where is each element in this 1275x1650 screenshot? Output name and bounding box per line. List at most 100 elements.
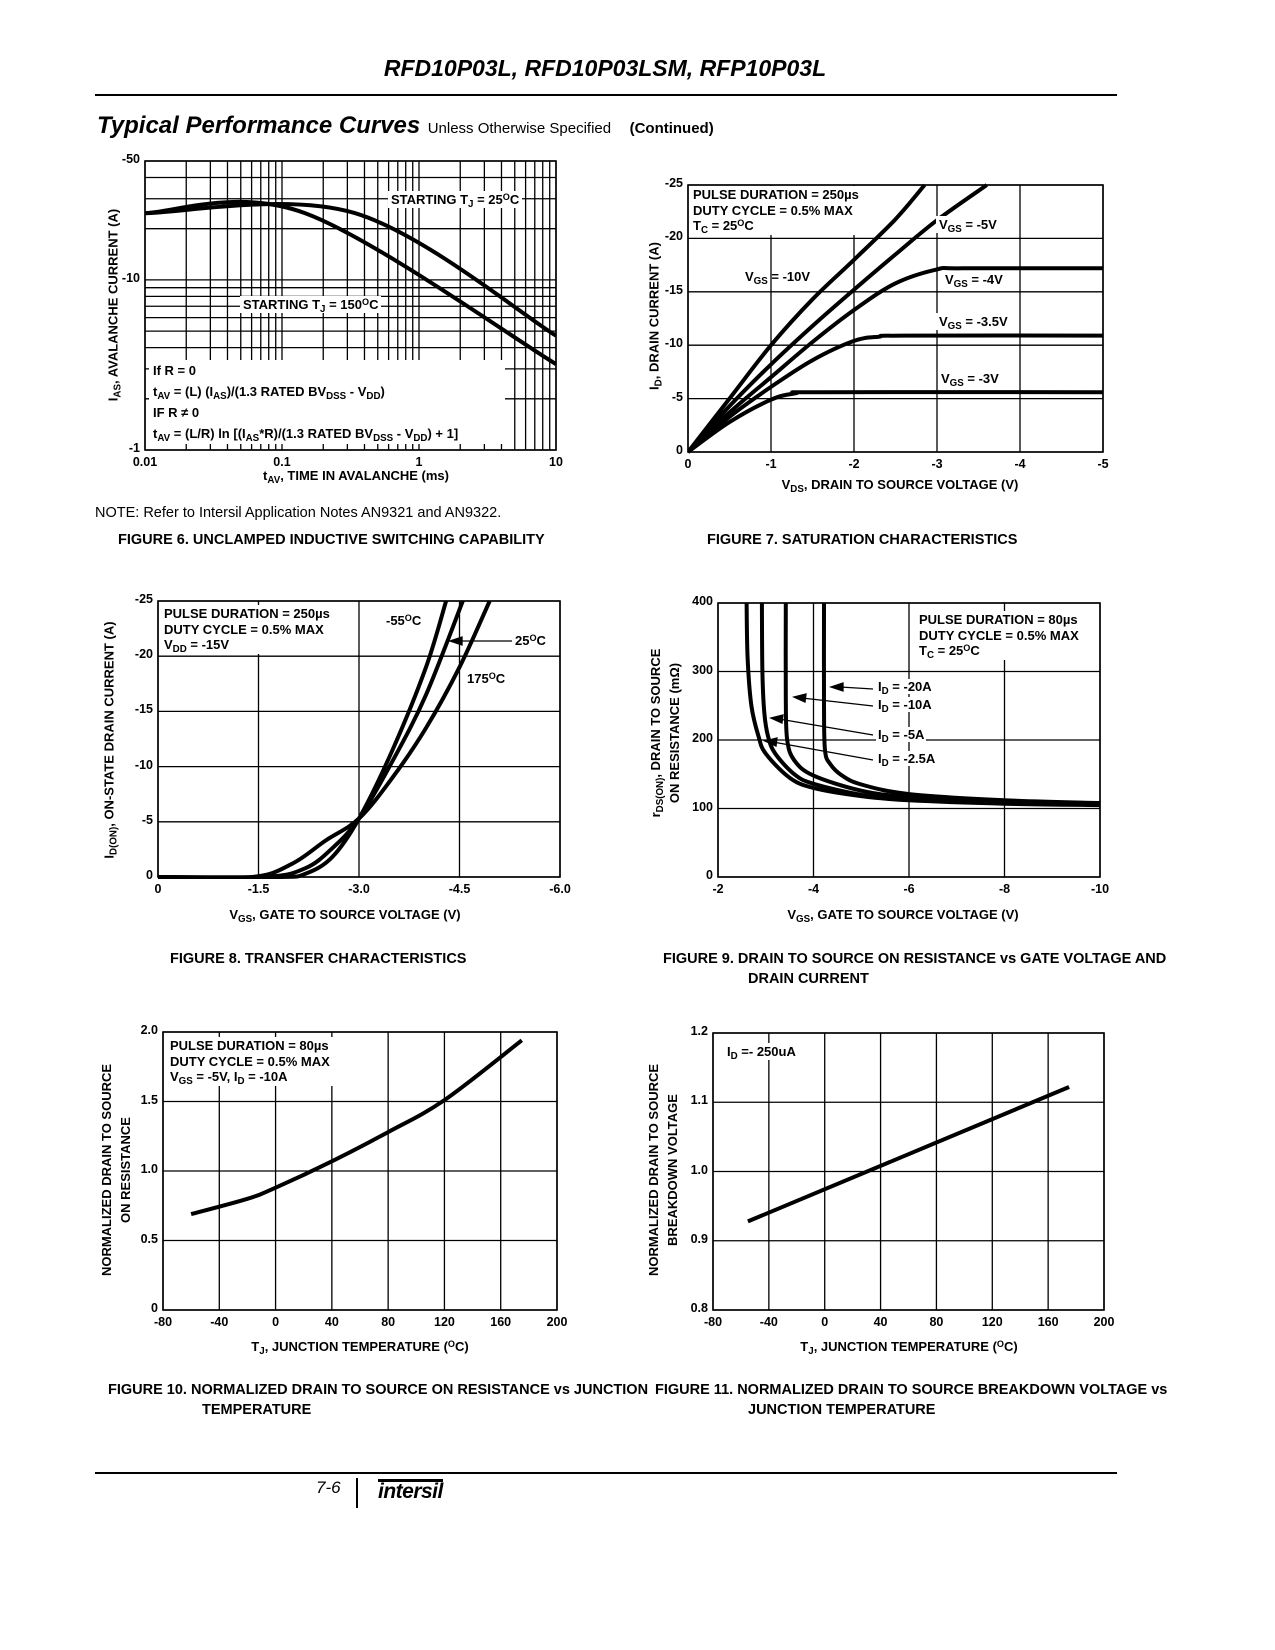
fig9-y-axis-label: rDS(ON), DRAIN TO SOURCE ON RESISTANCE (… bbox=[646, 649, 684, 818]
fig10-condition: DUTY CYCLE = 0.5% MAX bbox=[170, 1053, 330, 1069]
fig11-y-axis-label-line: BREAKDOWN VOLTAGE bbox=[665, 1094, 680, 1246]
x-tick-label: -8 bbox=[998, 882, 1011, 896]
y-tick-label: -5 bbox=[671, 389, 683, 404]
x-tick-label: -4.5 bbox=[448, 882, 471, 896]
series-line-0 bbox=[747, 1085, 1070, 1224]
x-tick-label: 160 bbox=[490, 1315, 512, 1329]
x-tick-label: 0 bbox=[684, 457, 692, 471]
y-tick-label: 0.8 bbox=[690, 1301, 708, 1315]
series-line-3 bbox=[688, 333, 1103, 454]
x-tick-label: -2 bbox=[712, 882, 724, 896]
y-tick-label: -50 bbox=[121, 152, 140, 166]
fig8-y-axis-label: ID(ON), ON-STATE DRAIN CURRENT (A) bbox=[101, 621, 120, 859]
y-tick-label: -20 bbox=[134, 647, 153, 662]
fig7-label-vgs-4: VGS = -4V bbox=[942, 271, 1006, 289]
x-tick-label: -5 bbox=[1097, 457, 1109, 471]
y-tick-label: -10 bbox=[664, 336, 683, 351]
x-tick-label: -80 bbox=[153, 1315, 173, 1329]
x-tick-label: -40 bbox=[210, 1315, 229, 1329]
section-continued: (Continued) bbox=[629, 120, 714, 137]
fig10-caption: FIGURE 10. NORMALIZED DRAIN TO SOURCE ON… bbox=[108, 1382, 649, 1418]
arrowhead-icon bbox=[792, 693, 807, 703]
x-tick-label: -1 bbox=[765, 457, 777, 471]
x-tick-label: 0.01 bbox=[132, 455, 158, 469]
series-line-2 bbox=[158, 600, 492, 879]
fig9-label-id-2-5a: ID = -2.5A bbox=[876, 751, 938, 769]
fig6-formula-line: If R = 0 bbox=[153, 363, 196, 378]
x-tick-label: -4 bbox=[1014, 457, 1026, 471]
fig11-caption: FIGURE 11. NORMALIZED DRAIN TO SOURCE BR… bbox=[655, 1382, 1168, 1418]
y-tick-label: 1.0 bbox=[140, 1162, 158, 1176]
fig9-condition: TC = 25OC bbox=[919, 642, 980, 661]
fig11-y-axis-label: NORMALIZED DRAIN TO SOURCE BREAKDOWN VOL… bbox=[644, 1064, 682, 1276]
fig9-conditions-box: PULSE DURATION = 80µs DUTY CYCLE = 0.5% … bbox=[916, 611, 1082, 660]
fig7-y-axis-label: ID, DRAIN CURRENT (A) bbox=[646, 242, 665, 390]
fig6-formula-line: IF R ≠ 0 bbox=[153, 405, 200, 420]
fig11-y-axis-label-line: NORMALIZED DRAIN TO SOURCE bbox=[646, 1063, 661, 1277]
fig9-condition: PULSE DURATION = 80µs bbox=[919, 612, 1078, 627]
fig8-condition: DUTY CYCLE = 0.5% MAX bbox=[164, 621, 324, 637]
fig11-x-axis-label: TJ, JUNCTION TEMPERATURE (OC) bbox=[800, 1338, 1018, 1357]
fig7-condition: DUTY CYCLE = 0.5% MAX bbox=[693, 202, 853, 218]
fig9-condition: DUTY CYCLE = 0.5% MAX bbox=[919, 627, 1079, 643]
fig10-y-axis-label-line: ON RESISTANCE bbox=[118, 1117, 133, 1223]
y-tick-label: -10 bbox=[121, 270, 140, 285]
fig10-y-axis-label-line: NORMALIZED DRAIN TO SOURCE bbox=[99, 1063, 114, 1277]
fig10-condition: VGS = -5V, ID = -10A bbox=[170, 1069, 288, 1087]
y-tick-label: 400 bbox=[692, 594, 713, 608]
grid bbox=[712, 1032, 1105, 1311]
plot-frame bbox=[712, 1032, 1105, 1311]
plot-frame bbox=[717, 602, 1101, 878]
section-heading: Typical Performance Curves Unless Otherw… bbox=[97, 112, 714, 140]
series-line-1 bbox=[145, 199, 556, 366]
x-tick-label: -4 bbox=[807, 882, 820, 896]
figure-7-chart bbox=[687, 183, 1104, 454]
fig8-x-axis-label: VGS, GATE TO SOURCE VOLTAGE (V) bbox=[229, 907, 461, 925]
y-tick-label: 0 bbox=[146, 868, 153, 882]
figure-10-chart bbox=[162, 1031, 558, 1311]
y-tick-label: 0.9 bbox=[690, 1231, 708, 1246]
x-tick-label: -80 bbox=[703, 1315, 723, 1329]
x-tick-label: 120 bbox=[433, 1315, 455, 1329]
fig6-y-axis-label: IAS, AVALANCHE CURRENT (A) bbox=[105, 208, 124, 402]
y-tick-label: 100 bbox=[692, 799, 713, 814]
y-tick-label: 200 bbox=[692, 731, 713, 745]
series-line-3 bbox=[744, 602, 1100, 808]
x-tick-label: -1.5 bbox=[247, 882, 270, 896]
x-tick-label: 80 bbox=[381, 1315, 396, 1329]
y-tick-label: 1.5 bbox=[140, 1092, 158, 1107]
series-line-0 bbox=[145, 202, 556, 338]
section-title: Typical Performance Curves bbox=[97, 112, 421, 139]
y-tick-label: -15 bbox=[664, 282, 683, 297]
fig9-label-id-20a: ID = -20A bbox=[876, 679, 934, 697]
arrowhead-icon bbox=[828, 682, 844, 692]
fig7-label-vgs-3: VGS = -3V bbox=[938, 370, 1002, 388]
fig7-condition: TC = 25OC bbox=[693, 217, 754, 236]
x-tick-label: 120 bbox=[981, 1315, 1003, 1329]
y-tick-label: 0 bbox=[151, 1301, 158, 1315]
x-tick-label: 0.1 bbox=[273, 455, 291, 469]
y-tick-label: -10 bbox=[134, 757, 153, 772]
figure-8-chart bbox=[157, 600, 561, 879]
series-line-0 bbox=[190, 1038, 524, 1217]
arrow-id-10a bbox=[801, 697, 874, 707]
plot-frame bbox=[144, 160, 557, 451]
fig7-label-vgs-10: VGS = -10V bbox=[745, 269, 811, 287]
plot-frame bbox=[157, 600, 561, 878]
fig7-conditions-box: PULSE DURATION = 250µs DUTY CYCLE = 0.5%… bbox=[690, 186, 862, 235]
fig9-label-id-5a: ID = -5A bbox=[876, 727, 927, 745]
x-tick-label: -40 bbox=[759, 1315, 778, 1329]
fig11-condition: ID =- 250uA bbox=[724, 1043, 799, 1061]
y-tick-label: -15 bbox=[134, 702, 153, 717]
x-tick-label: -10 bbox=[1090, 882, 1110, 896]
y-tick-label: -25 bbox=[134, 592, 153, 606]
fig6-label-150c: STARTING TJ = 150OC bbox=[240, 296, 382, 314]
y-tick-label: -5 bbox=[141, 812, 153, 827]
x-tick-label: 10 bbox=[549, 455, 563, 469]
fig9-y-axis-label-line: ON RESISTANCE (mΩ) bbox=[667, 662, 682, 804]
fig6-label-25c: STARTING TJ = 25OC bbox=[388, 191, 523, 209]
fig8-label-minus55c: -55OC bbox=[386, 612, 422, 628]
fig8-caption: FIGURE 8. TRANSFER CHARACTERISTICS bbox=[170, 951, 467, 967]
y-tick-label: 300 bbox=[692, 662, 713, 677]
x-tick-label: 160 bbox=[1037, 1315, 1059, 1329]
